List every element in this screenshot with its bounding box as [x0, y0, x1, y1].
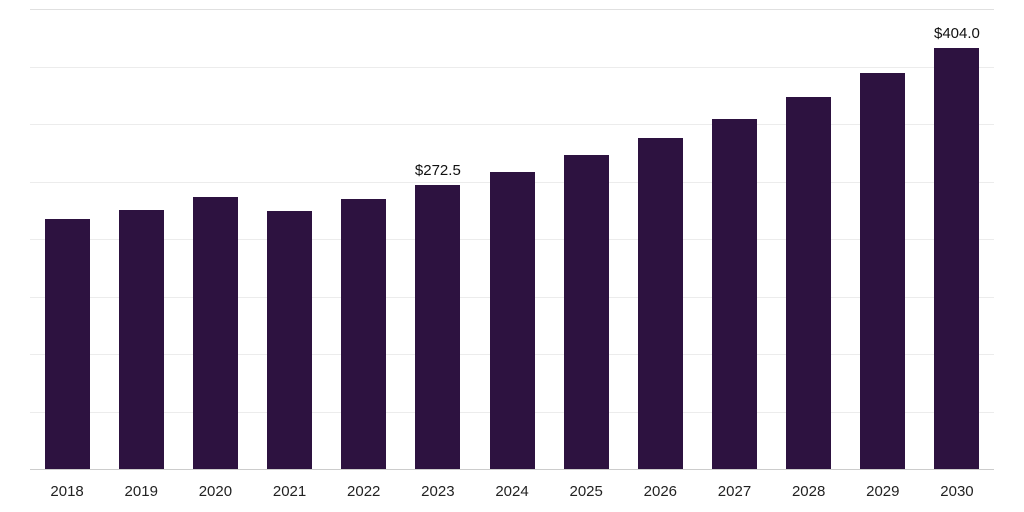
bar-column-2024 — [475, 10, 549, 470]
x-tick-label-2028: 2028 — [791, 483, 826, 500]
plot-area-wrapper: $272.5 $404.0 — [30, 9, 994, 470]
bar-column-2019 — [104, 10, 178, 470]
x-tick-label-2022: 2022 — [347, 483, 381, 500]
bar-2027 — [711, 119, 757, 470]
bar-column-2020 — [178, 10, 252, 470]
bar-column-2030: $404.0 — [920, 10, 994, 470]
bar-2022 — [341, 199, 387, 470]
x-tick-label-2024: 2024 — [495, 483, 529, 500]
bar-2025 — [563, 155, 609, 470]
bar-column-2023: $272.5 — [401, 10, 475, 470]
bar-column-2028 — [772, 10, 846, 470]
bar-2026 — [637, 138, 683, 470]
x-tick-label-2020: 2020 — [198, 483, 233, 500]
bar-column-2025 — [549, 10, 623, 470]
bar-column-2027 — [697, 10, 771, 470]
x-tick-label-2023: 2023 — [421, 483, 455, 500]
bar-2019 — [118, 210, 164, 470]
x-axis-line — [30, 469, 994, 470]
bar-2020 — [192, 197, 238, 470]
bar-value-label-2030: $404.0 — [934, 24, 980, 42]
x-tick-label-2030: 2030 — [940, 483, 974, 500]
bar-2023 — [415, 185, 461, 470]
x-tick-label-2025: 2025 — [569, 483, 603, 500]
x-tick-label-2021: 2021 — [272, 483, 307, 500]
bar-2024 — [489, 172, 535, 470]
bar-column-2022 — [327, 10, 401, 470]
gridline — [30, 9, 994, 10]
x-tick-label-2027: 2027 — [717, 483, 752, 500]
gridline — [30, 124, 994, 125]
x-tick-label-2018: 2018 — [50, 483, 84, 500]
bar-column-2021 — [252, 10, 326, 470]
x-axis-tick-labels: 2018 2019 2020 2021 2022 2023 2024 2025 2026 2027… — [30, 471, 994, 512]
bar-2030 — [934, 47, 980, 470]
bar-2018 — [44, 219, 90, 470]
x-tick-label-2026: 2026 — [643, 483, 678, 500]
bar-2021 — [267, 211, 313, 470]
bar-2029 — [860, 73, 906, 470]
plot-area: $272.5 $404.0 — [30, 10, 994, 470]
bar-value-label-2023: $272.5 — [414, 162, 461, 180]
bar-2028 — [786, 97, 832, 470]
bar-column-2026 — [623, 10, 697, 470]
bar-column-2018 — [30, 10, 104, 470]
x-tick-label-2019: 2019 — [124, 483, 158, 500]
gridline — [30, 66, 994, 68]
bar-column-2029 — [846, 10, 920, 470]
x-tick-label-2029: 2029 — [866, 483, 900, 500]
